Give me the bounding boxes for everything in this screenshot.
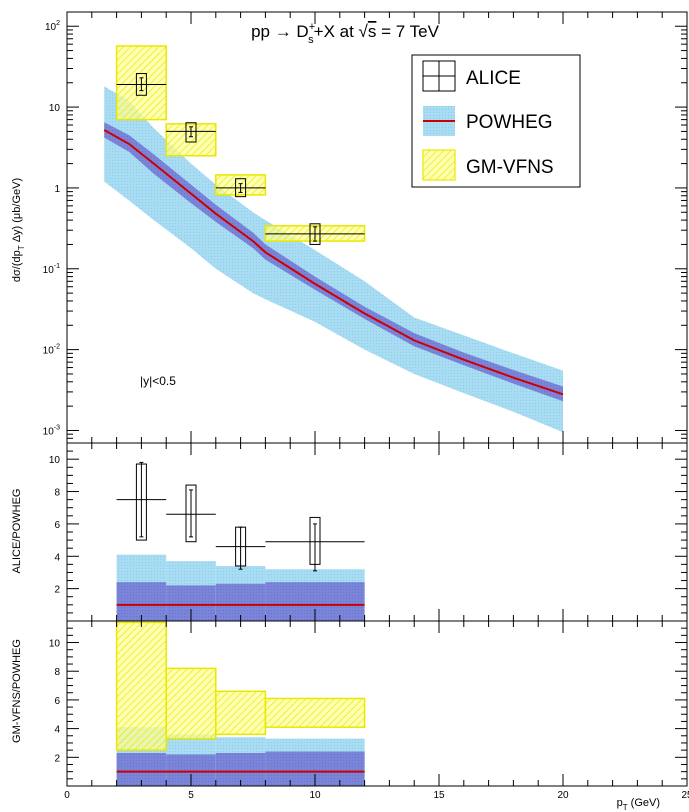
alice-point-0 [116, 73, 167, 96]
gmvfns-box-1 [165, 123, 217, 157]
alice-ratio-ylabel: ALICE/POWHEG [11, 489, 23, 574]
gmvfns-box-0 [115, 621, 167, 751]
legend-alice-label: ALICE [466, 68, 521, 89]
y-tick-label-2: 10-1 [43, 263, 60, 276]
alice-point-1 [166, 122, 216, 143]
y-tick-label-2: 6 [54, 696, 60, 707]
alice-point-1 [166, 484, 216, 543]
y-tick-label-1: 4 [54, 552, 60, 563]
alice-sys-box-1 [185, 484, 197, 543]
y-tick-label-3: 1 [54, 184, 60, 195]
x-tick-label-4: 20 [557, 790, 569, 801]
gmvfns-ratio-frame [66, 620, 688, 787]
legend-alice-symbol [422, 60, 456, 92]
powheg-central-line [103, 129, 564, 396]
y-tick-label-5: 102 [45, 20, 60, 33]
y-tick-label-3: 8 [54, 488, 60, 499]
alice-point-2 [215, 526, 266, 570]
y-tick-label-1: 10-2 [43, 344, 60, 357]
y-tick-label-4: 10 [49, 103, 61, 114]
y-tick-label-4: 10 [49, 639, 61, 650]
alice-point-0 [116, 461, 167, 541]
rapidity-annotation: |y|<0.5 [140, 374, 176, 388]
legend: ALICE POWHEG GM-VFNS [411, 54, 581, 188]
y-tick-label-0: 2 [54, 753, 60, 764]
chart-title: pp → D+ s+X at √s = 7 TeV [251, 21, 440, 46]
x-axis-label: pT (GeV) [617, 797, 660, 812]
x-tick-label-5: 25 [681, 790, 689, 801]
legend-gmvfns-label: GM-VFNS [466, 157, 554, 178]
alice-sys-box-1 [185, 122, 197, 143]
gmvfns-box-3 [264, 697, 366, 728]
x-tick-label-2: 10 [309, 790, 321, 801]
powheg-inner-bin-0 [116, 582, 167, 621]
powheg-inner-bin-2 [215, 583, 266, 621]
gmvfns-box-2 [215, 690, 267, 736]
y-tick-label-1: 4 [54, 725, 60, 736]
y-tick-label-4: 10 [49, 455, 61, 466]
powheg-inner-band [104, 122, 563, 402]
alice-point-3 [265, 516, 365, 572]
y-tick-label-3: 8 [54, 667, 60, 678]
x-tick-label-0: 0 [64, 790, 70, 801]
gmvfns-ratio-ylabel: GM-VFNS/POWHEG [11, 639, 23, 743]
powheg-outer-band [104, 86, 563, 433]
x-axis-tick-labels: 0 5 10 15 20 25 [64, 790, 689, 801]
y-tick-label-0: 2 [54, 585, 60, 596]
y-tick-label-2: 6 [54, 520, 60, 531]
y-tick-label-0: 10-3 [43, 424, 60, 437]
x-tick-label-1: 5 [188, 790, 194, 801]
legend-gmvfns-symbol [422, 149, 456, 181]
spectrum-ylabel: dσ/(dpT Δy) (μb/GeV) [11, 178, 26, 282]
gmvfns-box-1 [165, 667, 217, 740]
alice-point-2 [215, 178, 266, 198]
alice-ratio-panel: 2 4 6 8 10 [49, 442, 688, 622]
legend-powheg-label: POWHEG [466, 112, 553, 133]
x-tick-label-3: 15 [433, 790, 445, 801]
alice-point-3 [265, 223, 365, 245]
legend-powheg-symbol [423, 106, 455, 136]
gmvfns-ratio-panel: 2 4 6 8 10 [49, 620, 688, 787]
